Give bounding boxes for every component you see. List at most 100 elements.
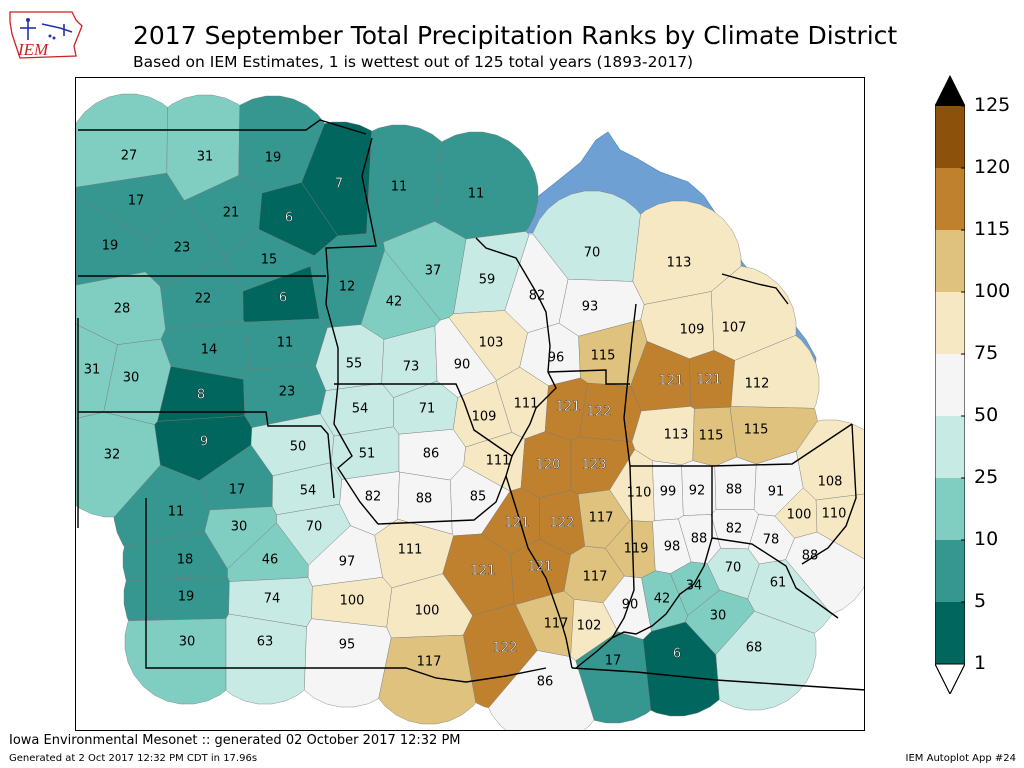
district-rank-label: 7 — [335, 177, 343, 192]
district-rank-label: 122 — [587, 405, 612, 420]
district-rank-label: 115 — [699, 429, 724, 444]
district-rank-label: 11 — [168, 505, 185, 520]
district-rank-label: 91 — [768, 485, 785, 500]
district-rank-label: 121 — [528, 560, 553, 575]
district-cell — [575, 631, 652, 724]
district-rank-label: 82 — [365, 490, 382, 505]
colorbar-band — [935, 478, 965, 540]
district-rank-label: 110 — [822, 507, 847, 522]
district-rank-label: 46 — [262, 553, 279, 568]
district-rank-label: 112 — [745, 377, 770, 392]
district-rank-label: 11 — [391, 180, 408, 195]
colorbar-band — [935, 354, 965, 416]
district-rank-label: 109 — [472, 410, 497, 425]
district-rank-label: 88 — [802, 549, 819, 564]
district-rank-label: 30 — [123, 371, 140, 386]
district-rank-label: 110 — [627, 486, 652, 501]
state-boundaries — [77, 119, 864, 691]
district-cell — [730, 335, 820, 409]
district-cell — [76, 93, 168, 188]
district-rank-label: 21 — [223, 206, 240, 221]
district-cell — [124, 618, 227, 705]
district-rank-label: 70 — [584, 246, 601, 261]
district-rank-label: 71 — [419, 402, 436, 417]
iem-logo: IEM — [6, 6, 88, 66]
district-rank-label: 123 — [582, 458, 607, 473]
district-rank-label: 86 — [537, 675, 554, 690]
footer-timing: Generated at 2 Oct 2017 12:32 PM CDT in … — [9, 753, 258, 764]
district-rank-label: 9 — [200, 435, 208, 450]
district-rank-label: 28 — [114, 302, 131, 317]
colorbar-canvas — [934, 74, 966, 696]
district-rank-label: 121 — [505, 516, 530, 531]
district-rank-label: 92 — [689, 484, 706, 499]
logo-text: IEM — [17, 40, 49, 59]
district-rank-label: 54 — [300, 484, 317, 499]
district-rank-label: 54 — [352, 402, 369, 417]
district-rank-label: 6 — [285, 211, 293, 226]
district-cell — [488, 650, 595, 730]
colorbar-tick-label: 100 — [974, 280, 1011, 302]
district-rank-label: 51 — [359, 447, 376, 462]
district-rank-label: 12 — [339, 280, 356, 295]
district-rank-label: 34 — [686, 579, 703, 594]
district-rank-label: 73 — [403, 360, 420, 375]
district-rank-label: 90 — [454, 358, 471, 373]
district-rank-label: 100 — [415, 604, 440, 619]
map-panel: 27 31 19 7 11 11 17 21 6 19 23 15 37 70 113 28 22 6 12 42 59… — [75, 77, 865, 731]
district-rank-label: 6 — [279, 291, 287, 306]
district-rank-label: 82 — [529, 289, 546, 304]
district-rank-label: 90 — [622, 598, 639, 613]
district-rank-label: 95 — [339, 638, 356, 653]
district-rank-label: 8 — [197, 388, 205, 403]
district-cell — [225, 613, 307, 705]
colorbar-tick-label: 1 — [974, 652, 987, 674]
district-rank-label: 31 — [197, 150, 214, 165]
colorbar-band — [935, 602, 965, 664]
district-rank-label: 122 — [493, 641, 518, 656]
chart-subtitle: Based on IEM Estimates, 1 is wettest out… — [133, 53, 694, 71]
district-rank-label: 30 — [179, 635, 196, 650]
district-rank-label: 117 — [544, 617, 569, 632]
district-rank-label: 6 — [673, 647, 681, 662]
district-rank-label: 23 — [174, 241, 191, 256]
district-rank-label: 103 — [479, 336, 504, 351]
district-rank-label: 121 — [556, 400, 581, 415]
colorbar-band — [935, 230, 965, 292]
district-rank-label: 109 — [680, 323, 705, 338]
district-rank-label: 11 — [277, 336, 294, 351]
district-rank-label: 17 — [128, 194, 145, 209]
district-rank-label: 37 — [425, 264, 442, 279]
colorbar-tick-label: 5 — [974, 590, 987, 612]
district-rank-label: 70 — [306, 520, 323, 535]
district-rank-label: 98 — [664, 540, 681, 555]
district-rank-label: 30 — [710, 609, 727, 624]
colorbar-band — [935, 292, 965, 354]
colorbar-tick-label: 10 — [974, 528, 999, 550]
colorbar-band — [935, 540, 965, 602]
colorbar — [934, 74, 966, 696]
district-rank-label: 86 — [423, 447, 440, 462]
district-rank-label: 55 — [346, 357, 363, 372]
district-rank-label: 117 — [417, 655, 442, 670]
district-rank-label: 22 — [195, 292, 212, 307]
district-rank-label: 115 — [744, 423, 769, 438]
district-rank-label: 120 — [536, 458, 561, 473]
district-rank-label: 78 — [763, 533, 780, 548]
colorbar-tick-label: 25 — [974, 466, 999, 488]
district-rank-label: 117 — [583, 570, 608, 585]
district-rank-label: 113 — [664, 428, 689, 443]
district-rank-label: 82 — [726, 522, 743, 537]
district-rank-label: 115 — [591, 349, 616, 364]
district-cell — [378, 634, 477, 725]
footer-generated: Iowa Environmental Mesonet :: generated … — [9, 733, 461, 748]
district-rank-label: 19 — [178, 590, 195, 605]
district-rank-label: 50 — [290, 440, 307, 455]
district-rank-label: 85 — [470, 490, 487, 505]
district-cell — [434, 131, 539, 240]
colorbar-tick-label: 120 — [974, 156, 1011, 178]
district-rank-label: 108 — [818, 475, 843, 490]
district-rank-label: 23 — [279, 385, 296, 400]
colorbar-tick-label: 75 — [974, 342, 999, 364]
district-rank-label: 121 — [697, 373, 722, 388]
